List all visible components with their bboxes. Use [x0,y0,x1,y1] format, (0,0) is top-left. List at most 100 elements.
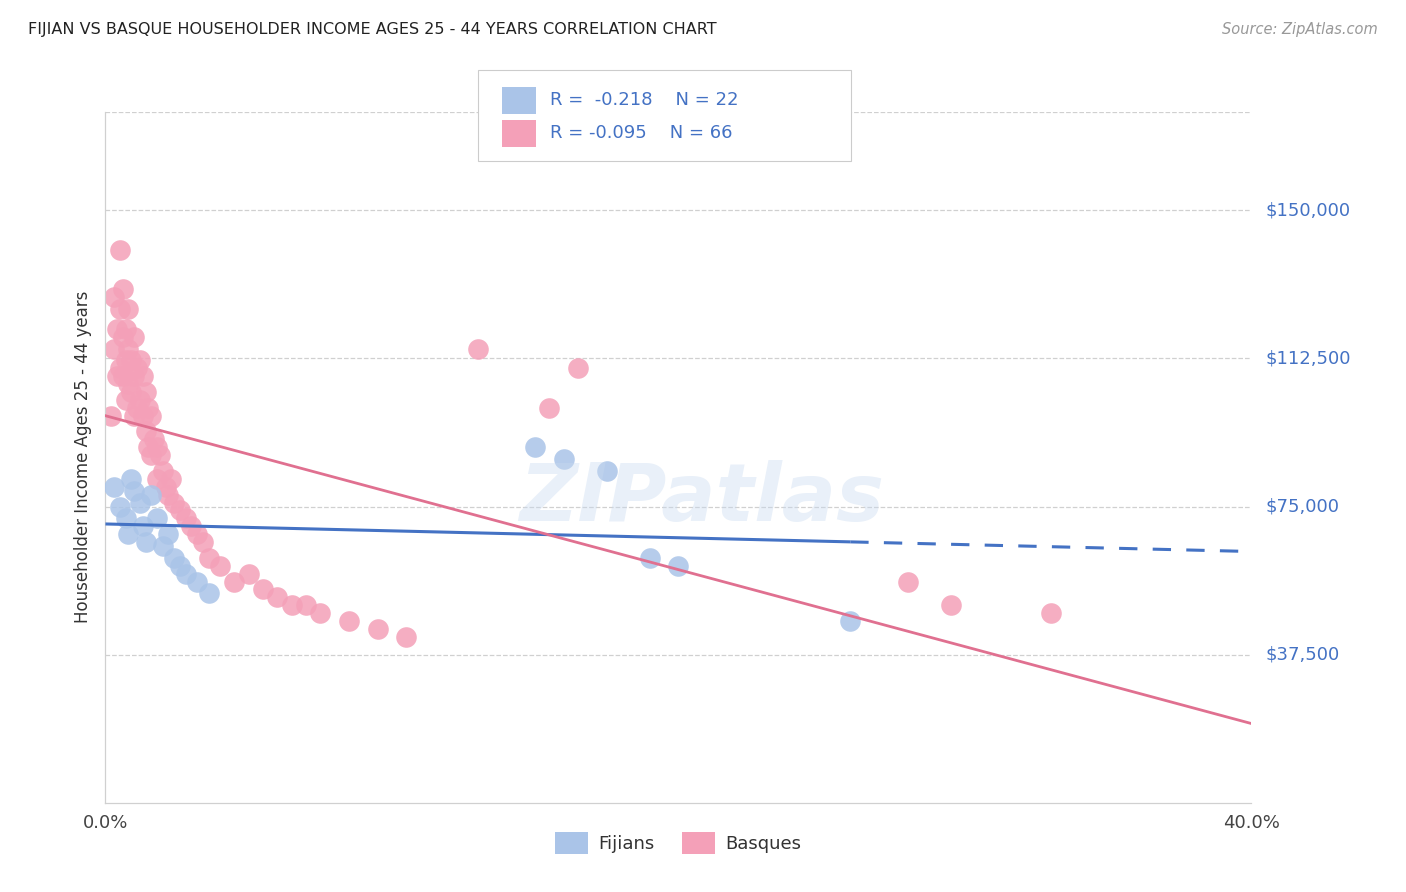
Point [135,535,157,549]
Point [146,440,169,454]
Point [152,464,174,478]
Point [897,574,920,589]
Point [114,392,136,407]
Text: Source: ZipAtlas.com: Source: ZipAtlas.com [1222,22,1378,37]
Point [839,614,862,628]
Point [122,369,145,384]
Point [103,342,125,356]
Point [208,558,231,573]
Point [108,301,131,316]
Point [120,384,142,399]
Point [105,369,128,384]
Point [108,361,131,376]
Point [567,361,589,376]
Point [174,511,197,525]
Point [295,599,318,613]
Text: $150,000: $150,000 [1265,202,1350,219]
Point [114,353,136,368]
Point [638,550,661,565]
Text: $112,500: $112,500 [1265,350,1351,368]
Point [108,243,131,257]
Point [174,566,197,581]
Point [114,511,136,525]
Point [143,433,166,447]
Point [524,440,547,454]
Y-axis label: Householder Income Ages 25 - 44 years: Householder Income Ages 25 - 44 years [73,291,91,624]
Point [111,329,134,343]
Point [180,519,202,533]
Point [122,329,145,343]
Point [149,448,172,462]
Point [197,586,219,600]
Point [538,401,561,415]
Text: R = -0.095    N = 66: R = -0.095 N = 66 [550,124,733,142]
Point [138,401,160,415]
Point [135,384,157,399]
Point [160,472,183,486]
Text: FIJIAN VS BASQUE HOUSEHOLDER INCOME AGES 25 - 44 YEARS CORRELATION CHART: FIJIAN VS BASQUE HOUSEHOLDER INCOME AGES… [28,22,717,37]
Point [146,511,169,525]
Point [128,392,150,407]
Point [224,574,246,589]
Point [238,566,260,581]
Point [309,606,332,620]
Point [131,519,153,533]
Point [395,630,418,644]
Legend: Fijians, Basques: Fijians, Basques [547,822,810,863]
Point [1039,606,1062,620]
Point [169,558,191,573]
Point [135,425,157,439]
Point [138,440,160,454]
Point [596,464,619,478]
Point [111,369,134,384]
Point [131,369,153,384]
Point [114,322,136,336]
Point [337,614,360,628]
Point [125,401,148,415]
Point [117,342,139,356]
Point [169,503,191,517]
Point [103,290,125,304]
Point [120,472,142,486]
Point [553,452,575,467]
Text: ZIPatlas: ZIPatlas [519,459,884,538]
Point [128,353,150,368]
Point [117,301,139,316]
Text: R =  -0.218    N = 22: R = -0.218 N = 22 [550,91,738,110]
Point [120,353,142,368]
Point [125,361,148,376]
Point [100,409,122,423]
Point [157,488,180,502]
Point [280,599,302,613]
Point [122,483,145,498]
Point [131,409,153,423]
Point [186,527,208,541]
Point [163,550,186,565]
Point [141,409,163,423]
Point [152,539,174,553]
Point [191,535,214,549]
Point [367,622,389,636]
Point [186,574,208,589]
Text: $37,500: $37,500 [1265,646,1340,664]
Point [141,488,163,502]
Point [146,472,169,486]
Point [197,550,219,565]
Point [666,558,689,573]
Point [141,448,163,462]
Point [111,282,134,296]
Point [122,409,145,423]
Point [163,495,186,509]
Point [128,495,150,509]
Point [117,527,139,541]
Point [252,582,274,597]
Text: $75,000: $75,000 [1265,498,1340,516]
Point [103,480,125,494]
Point [157,527,180,541]
Point [467,342,489,356]
Point [105,322,128,336]
Point [108,500,131,514]
Point [939,599,962,613]
Point [155,480,177,494]
Point [117,377,139,392]
